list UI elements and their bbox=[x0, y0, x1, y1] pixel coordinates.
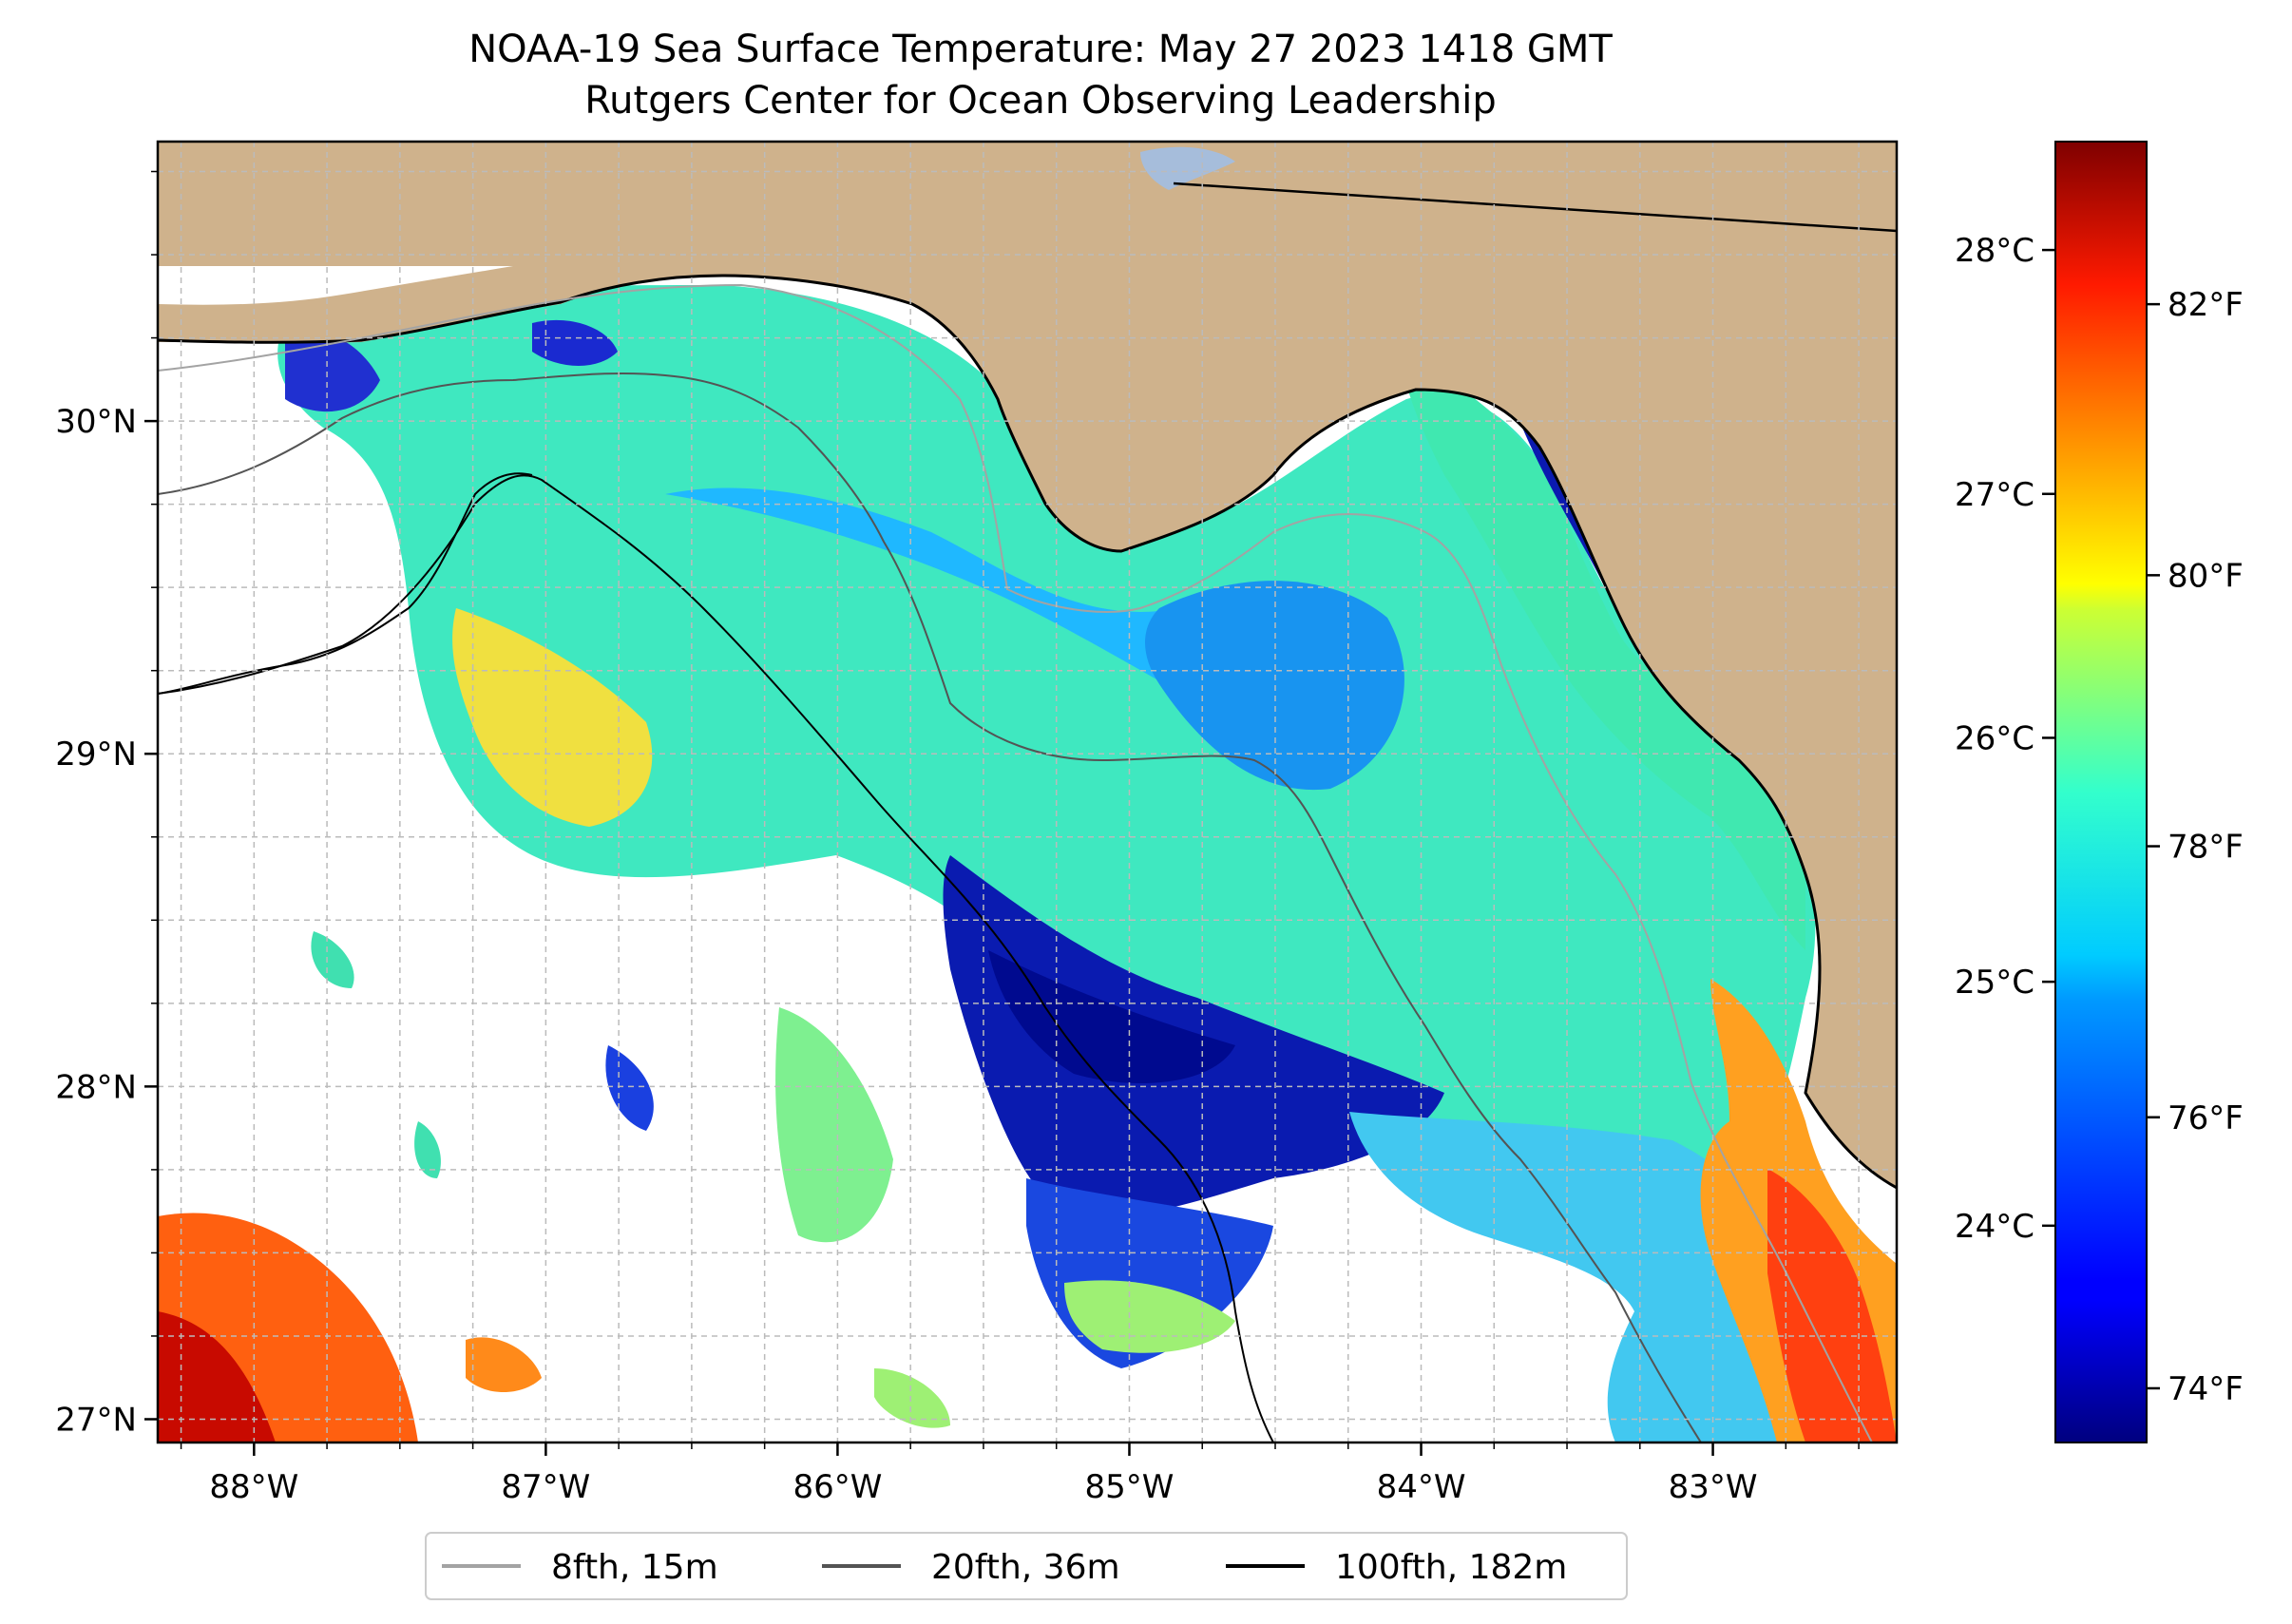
map-subtitle: Rutgers Center for Ocean Observing Leade… bbox=[584, 79, 1497, 123]
legend-label-8fth: 8fth, 15m bbox=[551, 1548, 718, 1587]
lon-tick-label: 87°W bbox=[501, 1468, 590, 1506]
celsius-tick-label: 27°C bbox=[1955, 476, 2034, 514]
state-border bbox=[1173, 182, 1897, 233]
colorbar-fahrenheit-axis: 82°F 80°F 78°F 76°F 74°F bbox=[2147, 286, 2244, 1408]
lat-tick-label: 27°N bbox=[55, 1401, 137, 1439]
celsius-tick-label: 28°C bbox=[1955, 232, 2034, 270]
map-gridlines bbox=[158, 142, 1897, 1442]
fahrenheit-tick-label: 78°F bbox=[2168, 829, 2244, 867]
map-title: NOAA-19 Sea Surface Temperature: May 27 … bbox=[468, 28, 1613, 71]
lon-tick-label: 85°W bbox=[1085, 1468, 1175, 1506]
isobath-20fth bbox=[158, 372, 1702, 1442]
isobath-lines bbox=[158, 283, 1873, 1442]
fahrenheit-tick-label: 80°F bbox=[2168, 557, 2244, 595]
sst-data-layer bbox=[158, 285, 1897, 1442]
celsius-tick-label: 24°C bbox=[1955, 1208, 2034, 1246]
isobath-legend: 8fth, 15m 20fth, 36m 100fth, 182m bbox=[425, 1532, 1628, 1600]
coastline bbox=[158, 274, 1897, 1190]
celsius-tick-label: 26°C bbox=[1955, 719, 2034, 757]
fahrenheit-tick-label: 76°F bbox=[2168, 1099, 2244, 1137]
colorbar-celsius-axis: 28°C 27°C 26°C 25°C 24°C bbox=[1955, 232, 2055, 1246]
legend-box bbox=[425, 1532, 1628, 1600]
celsius-tick-label: 25°C bbox=[1955, 964, 2034, 1002]
fahrenheit-tick-label: 82°F bbox=[2168, 286, 2244, 324]
lat-tick-label: 30°N bbox=[55, 403, 137, 441]
latitude-axis: 30°N 29°N 28°N 27°N bbox=[55, 170, 158, 1439]
lat-tick-label: 29°N bbox=[55, 736, 137, 774]
fahrenheit-tick-label: 74°F bbox=[2168, 1370, 2244, 1408]
land-layer bbox=[158, 142, 1897, 1190]
lon-tick-label: 86°W bbox=[793, 1468, 882, 1506]
longitude-axis: 88°W 87°W 86°W 85°W 84°W 83°W bbox=[180, 1442, 1860, 1506]
lon-tick-label: 88°W bbox=[209, 1468, 298, 1506]
coastline-west bbox=[158, 472, 533, 695]
isobath-8fth bbox=[158, 283, 1873, 1442]
map-frame bbox=[156, 140, 1899, 1444]
legend-label-20fth: 20fth, 36m bbox=[931, 1548, 1120, 1587]
lon-tick-label: 83°W bbox=[1669, 1468, 1758, 1506]
colorbar bbox=[2055, 142, 2147, 1442]
lon-tick-label: 84°W bbox=[1377, 1468, 1466, 1506]
legend-label-100fth: 100fth, 182m bbox=[1335, 1548, 1567, 1587]
isobath-100fth bbox=[158, 474, 1274, 1442]
lake bbox=[1140, 146, 1235, 190]
colorbar-frame bbox=[2054, 141, 2148, 1443]
lat-tick-label: 28°N bbox=[55, 1068, 137, 1106]
